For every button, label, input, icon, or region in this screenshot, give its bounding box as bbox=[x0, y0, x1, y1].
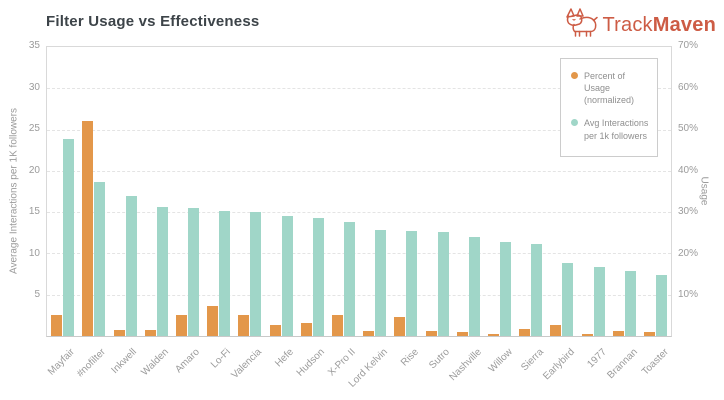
bar-group-willow bbox=[484, 47, 515, 336]
legend-item[interactable]: Avg Interactions per 1k followers bbox=[571, 117, 651, 141]
bar-avg-interactions[interactable] bbox=[375, 230, 387, 336]
bar-group--nofilter bbox=[78, 47, 109, 336]
bar-percent-of-usage[interactable] bbox=[51, 315, 63, 336]
bar-avg-interactions[interactable] bbox=[406, 231, 418, 336]
left-axis-tick-label: 25 bbox=[28, 123, 40, 135]
left-axis-tick-label: 15 bbox=[28, 206, 40, 218]
bar-percent-of-usage[interactable] bbox=[331, 315, 343, 336]
bar-percent-of-usage[interactable] bbox=[82, 121, 94, 336]
logo-text-track: Track bbox=[602, 13, 653, 36]
right-axis-tick-label: 20% bbox=[678, 247, 699, 259]
bar-avg-interactions[interactable] bbox=[63, 138, 75, 336]
bar-avg-interactions[interactable] bbox=[312, 217, 324, 336]
bar-group-inkwell bbox=[109, 47, 140, 336]
bar-group-rise bbox=[390, 47, 421, 336]
right-axis-tick-label: 60% bbox=[678, 81, 699, 93]
bar-group-nashville bbox=[453, 47, 484, 336]
bar-avg-interactions[interactable] bbox=[531, 243, 543, 336]
right-axis-tick-label: 30% bbox=[678, 206, 699, 218]
grid-line bbox=[47, 294, 671, 296]
bar-group-mayfair bbox=[47, 47, 78, 336]
grid-line bbox=[47, 170, 671, 172]
chart-title: Filter Usage vs Effectiveness bbox=[46, 13, 260, 30]
bar-avg-interactions[interactable] bbox=[593, 266, 605, 336]
bar-percent-of-usage[interactable] bbox=[581, 334, 593, 336]
trackmaven-logo: TrackMaven bbox=[565, 7, 716, 43]
grid-line bbox=[47, 253, 671, 255]
bar-avg-interactions[interactable] bbox=[94, 182, 106, 336]
left-axis-tick-label: 10 bbox=[28, 247, 40, 259]
left-axis-tick-label: 35 bbox=[28, 40, 40, 51]
bar-group-earlybird bbox=[546, 47, 577, 336]
bar-percent-of-usage[interactable] bbox=[175, 315, 187, 336]
logo-wordmark: TrackMaven bbox=[602, 14, 716, 37]
bar-percent-of-usage[interactable] bbox=[238, 314, 250, 336]
bar-percent-of-usage[interactable] bbox=[363, 330, 375, 336]
bar-group-valencia bbox=[234, 47, 265, 336]
corgi-logo-icon bbox=[565, 7, 599, 43]
bar-percent-of-usage[interactable] bbox=[519, 329, 531, 336]
bar-avg-interactions[interactable] bbox=[219, 210, 231, 336]
bar-avg-interactions[interactable] bbox=[499, 241, 511, 336]
bar-percent-of-usage[interactable] bbox=[113, 330, 125, 336]
logo-text-maven: Maven bbox=[652, 13, 716, 36]
right-axis-title: Usage bbox=[698, 176, 710, 206]
legend: Percent of Usage (normalized) Avg Interac… bbox=[560, 58, 658, 157]
bar-avg-interactions[interactable] bbox=[156, 207, 168, 336]
bar-percent-of-usage[interactable] bbox=[394, 317, 406, 336]
bar-percent-of-usage[interactable] bbox=[643, 331, 655, 336]
bar-percent-of-usage[interactable] bbox=[300, 322, 312, 336]
bar-avg-interactions[interactable] bbox=[624, 270, 636, 336]
bar-avg-interactions[interactable] bbox=[437, 232, 449, 336]
bar-group-lo-fi bbox=[203, 47, 234, 336]
bar-percent-of-usage[interactable] bbox=[550, 325, 562, 336]
grid-line bbox=[47, 212, 671, 214]
bar-group-lord-kelvin bbox=[359, 47, 390, 336]
right-axis-tick-label: 70% bbox=[678, 40, 699, 51]
grid-line bbox=[47, 129, 671, 131]
bar-avg-interactions[interactable] bbox=[343, 222, 355, 336]
legend-label: Percent of Usage (normalized) bbox=[584, 71, 635, 106]
legend-marker-icon bbox=[571, 119, 578, 127]
bar-avg-interactions[interactable] bbox=[187, 208, 199, 336]
left-axis-tick-label: 5 bbox=[34, 289, 40, 301]
grid-line bbox=[47, 88, 671, 90]
bars-container bbox=[47, 47, 671, 336]
bar-avg-interactions[interactable] bbox=[562, 262, 574, 336]
legend-label: Avg Interactions per 1k followers bbox=[584, 118, 649, 141]
bar-percent-of-usage[interactable] bbox=[144, 329, 156, 336]
bar-group-hefe bbox=[265, 47, 296, 336]
bar-percent-of-usage[interactable] bbox=[425, 331, 437, 336]
bar-percent-of-usage[interactable] bbox=[612, 331, 624, 336]
bar-group-toaster bbox=[640, 47, 671, 336]
bar-percent-of-usage[interactable] bbox=[456, 331, 468, 336]
bar-group-amaro bbox=[172, 47, 203, 336]
bar-avg-interactions[interactable] bbox=[655, 274, 667, 336]
bar-group-walden bbox=[141, 47, 172, 336]
bar-avg-interactions[interactable] bbox=[250, 212, 262, 336]
right-axis-tick-label: 40% bbox=[678, 164, 699, 176]
bar-avg-interactions[interactable] bbox=[468, 236, 480, 336]
right-axis-tick-label: 50% bbox=[678, 123, 699, 135]
bar-group-hudson bbox=[297, 47, 328, 336]
bar-avg-interactions[interactable] bbox=[281, 216, 293, 336]
legend-item[interactable]: Percent of Usage (normalized) bbox=[571, 70, 651, 106]
bar-percent-of-usage[interactable] bbox=[269, 325, 281, 336]
bar-avg-interactions[interactable] bbox=[125, 195, 137, 336]
right-axis-tick-label: 10% bbox=[678, 289, 699, 301]
bar-group-x-pro-ii bbox=[328, 47, 359, 336]
left-axis-tick-label: 20 bbox=[28, 164, 40, 176]
bar-group-sutro bbox=[421, 47, 452, 336]
bar-percent-of-usage[interactable] bbox=[207, 306, 219, 336]
left-axis-tick-label: 30 bbox=[28, 81, 40, 93]
bar-group-sierra bbox=[515, 47, 546, 336]
legend-marker-icon bbox=[571, 72, 578, 79]
bar-percent-of-usage[interactable] bbox=[487, 334, 499, 336]
bar-group-brannan bbox=[609, 47, 640, 336]
bar-group-1977 bbox=[577, 47, 608, 336]
